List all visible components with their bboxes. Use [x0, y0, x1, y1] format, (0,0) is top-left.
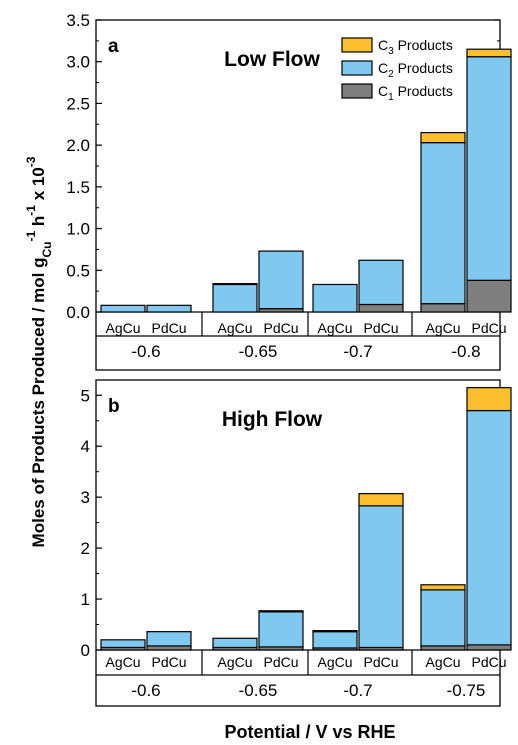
legend-swatch: [341, 60, 373, 76]
group-label: -0.7: [343, 681, 372, 700]
bar-segment: [466, 279, 512, 313]
bar-segment: [212, 283, 258, 313]
group-label: -0.65: [239, 342, 278, 361]
y-tick-label: 1: [81, 590, 90, 609]
legend-swatch: [341, 83, 373, 99]
group-label: -0.8: [451, 342, 480, 361]
category-label: PdCu: [471, 654, 506, 670]
category-label: AgCu: [217, 320, 252, 336]
legend-label: C2 Products: [378, 60, 453, 80]
bar-segment: [466, 387, 512, 412]
bar-segment: [420, 584, 466, 591]
y-tick-label: 0.5: [66, 261, 90, 280]
y-tick-label: 3: [81, 488, 90, 507]
bar-segment: [466, 409, 512, 646]
category-label: PdCu: [151, 320, 186, 336]
group-label: -0.6: [131, 342, 160, 361]
bar-segment: [100, 639, 146, 649]
y-tick-label: 3.5: [66, 11, 90, 30]
bar-segment: [212, 637, 258, 649]
bar-segment: [420, 303, 466, 313]
y-tick-label: 0.0: [66, 303, 90, 322]
bar-segment: [358, 505, 404, 649]
bar-segment: [358, 493, 404, 507]
panel-b: 0 1 2 3 4 5 AgCu PdCu -0.6 AgCu PdCu -0.65 AgCu PdCu -…: [81, 379, 512, 707]
category-label: PdCu: [363, 654, 398, 670]
bar-segment: [258, 611, 304, 648]
panel-title: High Flow: [222, 408, 323, 431]
bar-segment: [420, 132, 466, 144]
panel-title: Low Flow: [224, 48, 320, 71]
bar-segment: [146, 304, 192, 313]
bar-segment: [258, 250, 304, 310]
panel-letter: a: [108, 36, 119, 57]
bar-segment: [100, 304, 146, 313]
legend-label: C3 Products: [378, 37, 453, 57]
category-label: AgCu: [105, 654, 140, 670]
legend-label: C1 Products: [378, 83, 453, 103]
group-label: -0.75: [447, 681, 486, 700]
y-tick-label: 4: [81, 437, 90, 456]
group-label: -0.7: [343, 342, 372, 361]
category-label: AgCu: [317, 654, 352, 670]
bar-segment: [420, 589, 466, 647]
y-tick-label: 2: [81, 539, 90, 558]
group-label: -0.6: [131, 681, 160, 700]
bar-segment: [212, 283, 258, 286]
bar-segment: [258, 610, 304, 613]
bar-segment: [312, 283, 358, 313]
group-label: -0.65: [239, 681, 278, 700]
bar-segment: [358, 259, 404, 306]
y-tick-label: 1.5: [66, 178, 90, 197]
bar-segment: [466, 48, 512, 58]
y-tick-label: 2.5: [66, 94, 90, 113]
bar-segment: [466, 56, 512, 281]
category-label: AgCu: [105, 320, 140, 336]
bar-segment: [420, 645, 466, 651]
bar-segment: [358, 303, 404, 313]
category-label: PdCu: [151, 654, 186, 670]
bar-segment: [312, 631, 358, 649]
category-label: AgCu: [217, 654, 252, 670]
category-label: PdCu: [471, 320, 506, 336]
y-tick-label: 5: [81, 386, 90, 405]
bar-segment: [420, 142, 466, 305]
category-label: PdCu: [263, 654, 298, 670]
y-tick-label: 0: [81, 641, 90, 660]
category-label: PdCu: [263, 320, 298, 336]
y-tick-label: 3.0: [66, 53, 90, 72]
panel-a: 0.0 0.5 1.0 1.5 2.0 2.5 3.0 3.5 AgCu PdCu -0.6 AgCu…: [66, 11, 512, 371]
bar-segment: [146, 631, 192, 647]
x-axis-label: Potential / V vs RHE: [224, 722, 395, 742]
category-label: PdCu: [363, 320, 398, 336]
category-label: AgCu: [425, 320, 460, 336]
bar-segment: [466, 644, 512, 651]
y-tick-label: 2.0: [66, 136, 90, 155]
y-axis-label: Moles of Products Produced / mol gCu-1 h…: [24, 156, 54, 547]
y-tick-label: 1.0: [66, 220, 90, 239]
category-label: AgCu: [425, 654, 460, 670]
legend-swatch: [341, 37, 373, 53]
category-label: AgCu: [317, 320, 352, 336]
bar-segment: [312, 630, 358, 633]
legend: C3 Products C2 Products C1 Products: [341, 37, 453, 103]
panel-letter: b: [108, 396, 120, 417]
bar-segment: [146, 645, 192, 651]
